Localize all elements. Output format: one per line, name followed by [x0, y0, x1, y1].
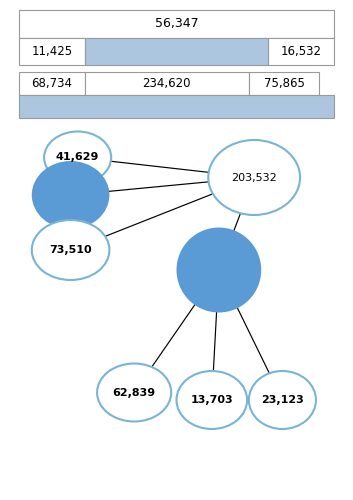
Text: 75,865: 75,865	[264, 77, 305, 90]
Text: 68,734: 68,734	[31, 77, 73, 90]
FancyBboxPatch shape	[85, 38, 268, 65]
Text: 11,425: 11,425	[31, 45, 73, 58]
FancyBboxPatch shape	[19, 10, 334, 38]
Text: 56,347: 56,347	[155, 17, 198, 30]
Text: 73,510: 73,510	[49, 245, 92, 255]
FancyBboxPatch shape	[19, 38, 85, 65]
Text: 234,620: 234,620	[143, 77, 191, 90]
Text: 23,123: 23,123	[261, 395, 304, 405]
FancyBboxPatch shape	[19, 95, 334, 118]
Text: 16,532: 16,532	[280, 45, 322, 58]
Text: 62,839: 62,839	[113, 388, 156, 398]
Ellipse shape	[44, 132, 111, 184]
Ellipse shape	[32, 220, 109, 280]
Ellipse shape	[97, 364, 171, 422]
Text: 41,629: 41,629	[56, 152, 99, 162]
Text: 203,532: 203,532	[231, 172, 277, 182]
Ellipse shape	[32, 161, 109, 229]
FancyBboxPatch shape	[249, 72, 319, 95]
FancyBboxPatch shape	[19, 72, 85, 95]
FancyBboxPatch shape	[268, 38, 334, 65]
Ellipse shape	[249, 371, 316, 429]
Ellipse shape	[208, 140, 300, 215]
Ellipse shape	[176, 228, 261, 312]
Text: 13,703: 13,703	[191, 395, 233, 405]
FancyBboxPatch shape	[85, 72, 249, 95]
Ellipse shape	[176, 371, 247, 429]
